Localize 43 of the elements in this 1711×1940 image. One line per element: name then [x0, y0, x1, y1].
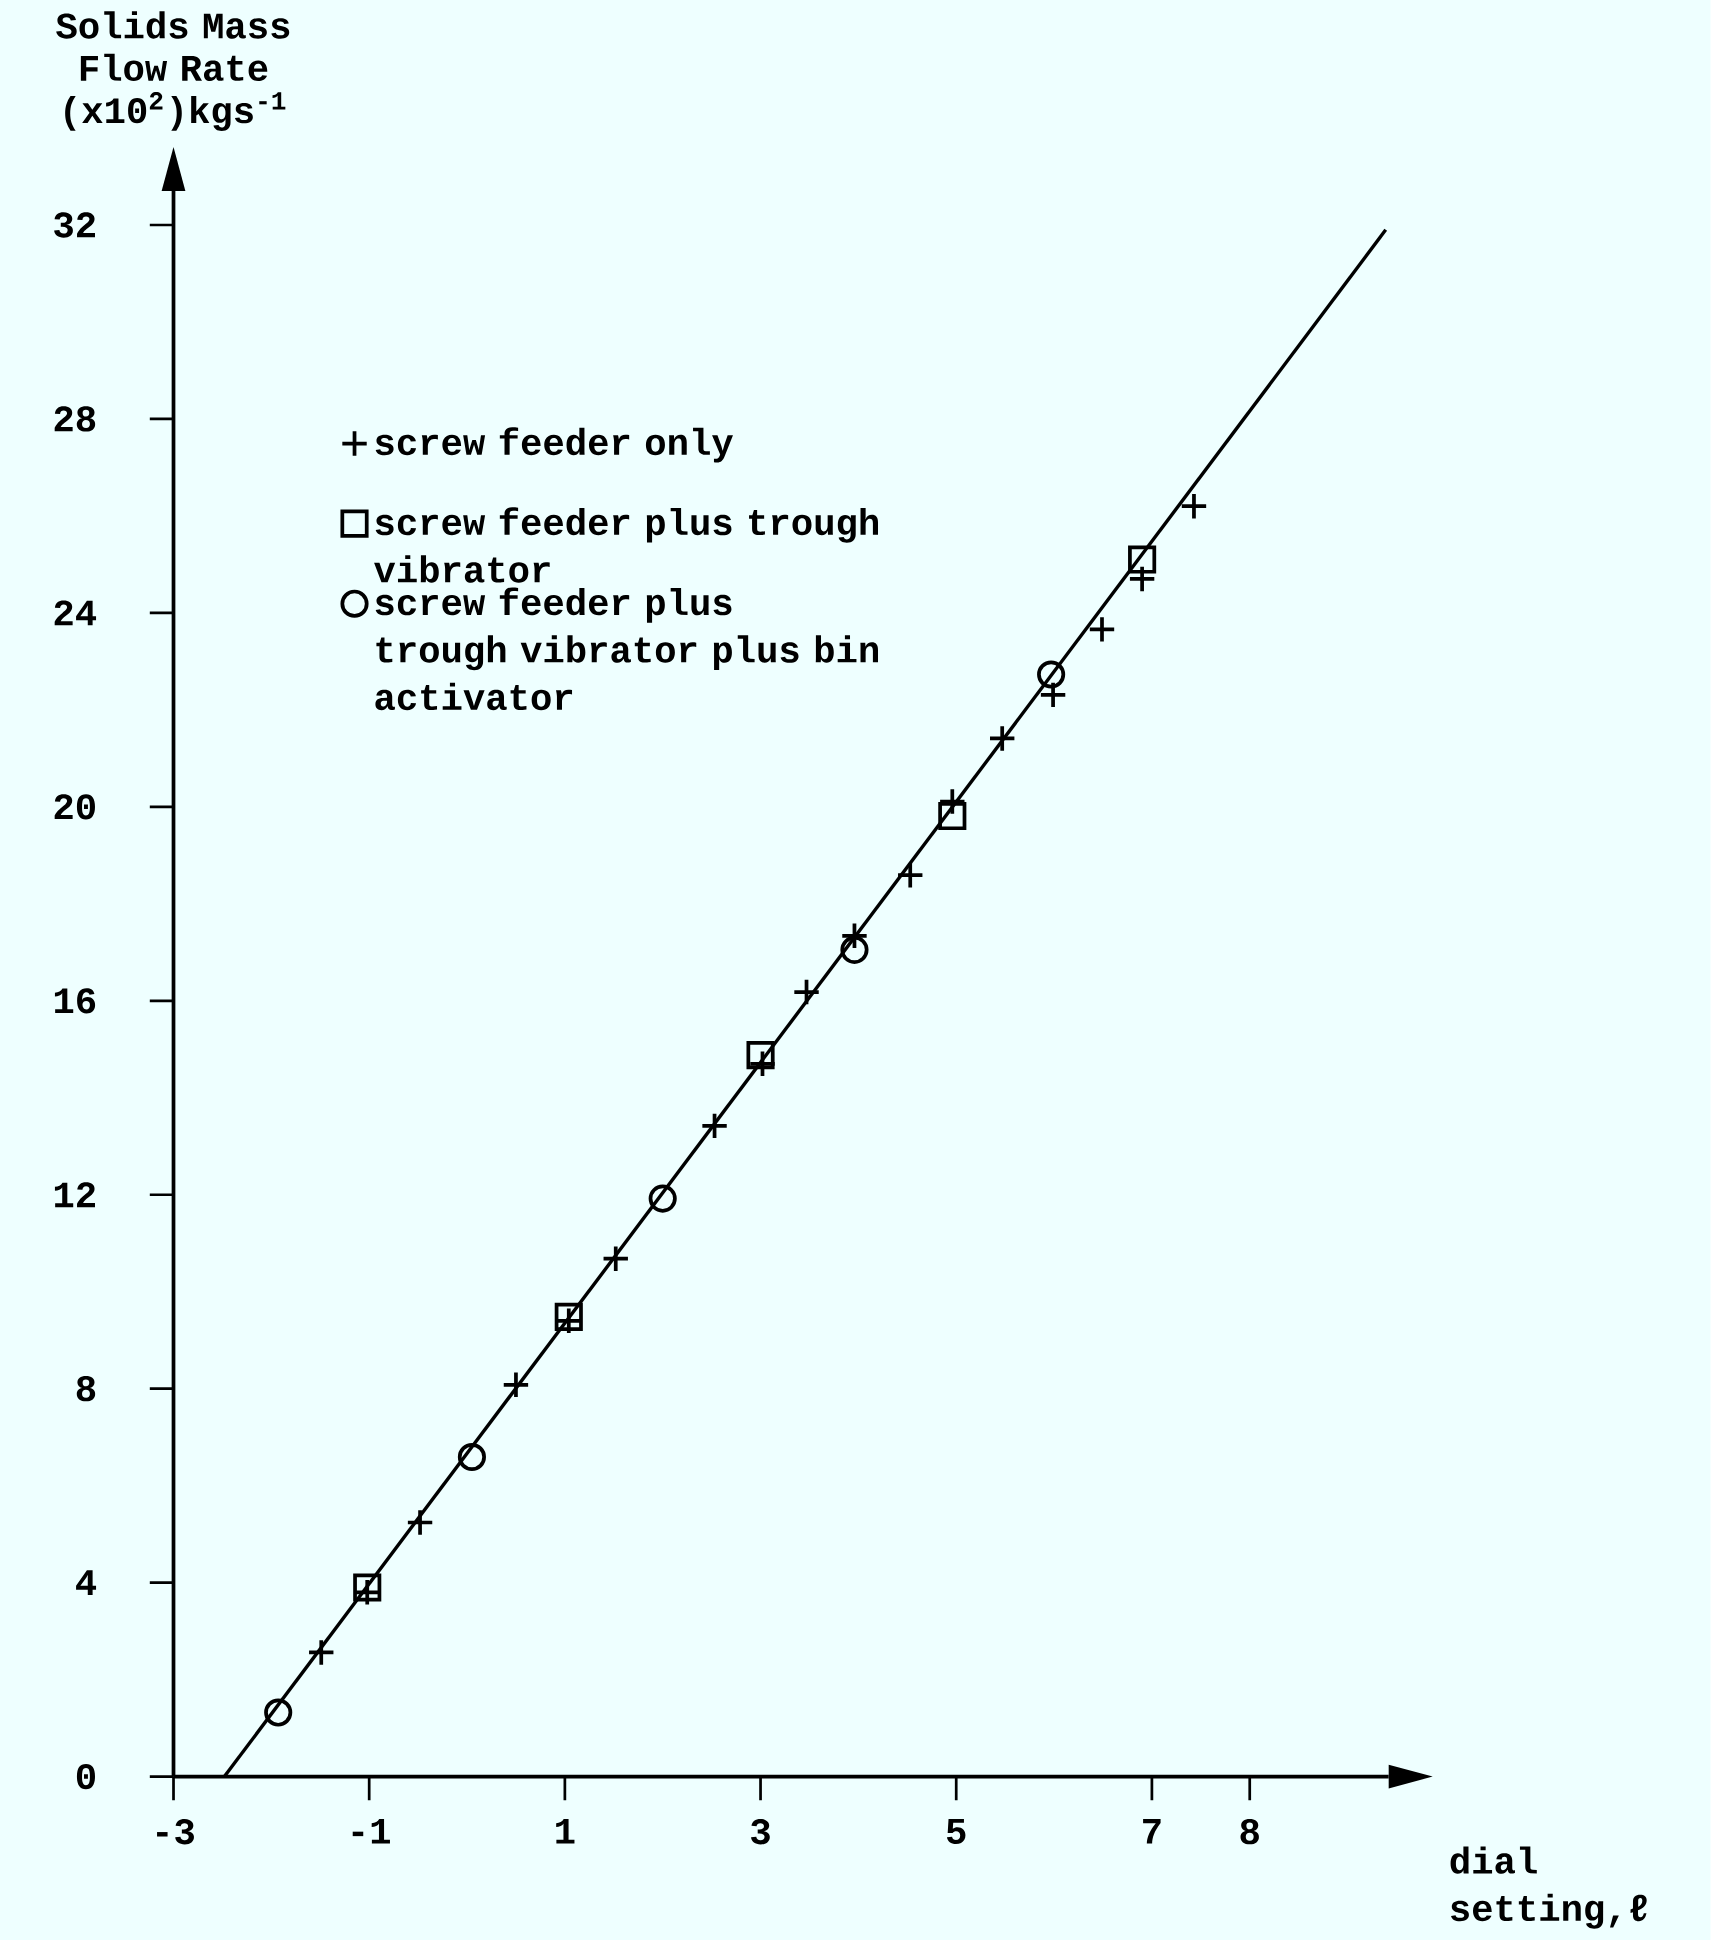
x-tick-label: 3: [751, 1819, 770, 1845]
point: [264, 1698, 293, 1727]
legend-label: screw feeder plus trough vibrator plus bin activator: [375, 587, 879, 711]
x-tick-label: 5: [947, 1819, 966, 1844]
point: [309, 1640, 334, 1665]
x-tick-label: -3: [157, 1819, 195, 1845]
point: [1037, 660, 1066, 689]
point: [554, 1302, 583, 1331]
x-axis-title: dial setting,ℓ: [1450, 1846, 1647, 1929]
y-tick-label: 20: [54, 794, 96, 820]
point: [458, 1442, 487, 1472]
point: [408, 1510, 433, 1535]
point: [353, 1573, 382, 1602]
y-tick-label: 0: [77, 1763, 96, 1790]
point: [1130, 566, 1155, 592]
point: [794, 979, 819, 1005]
y-tick-label: 16: [55, 988, 96, 1014]
legend-label: screw feeder plus trough vibrator: [374, 507, 879, 583]
x-tick-label: -1: [352, 1819, 391, 1844]
point: [503, 1372, 529, 1397]
point: [990, 726, 1015, 751]
point: [1041, 682, 1066, 708]
point: [1181, 494, 1207, 519]
y-tick-label: 4: [76, 1570, 97, 1595]
point: [702, 1113, 727, 1139]
point: [746, 1041, 775, 1070]
point: [648, 1184, 677, 1213]
point: [938, 801, 967, 831]
x-tick-label: 8: [1240, 1819, 1260, 1845]
y-tick-label: 8: [76, 1376, 96, 1402]
y-tick-label: 32: [54, 212, 96, 238]
y-axis-title: Solids Mass Flow Rate (x10$^{2}$)kgs$^{-1}$: [56, 11, 290, 131]
y-tick-label: 24: [54, 600, 97, 626]
x-tick-label: 1: [556, 1819, 575, 1844]
point: [603, 1246, 629, 1271]
point: [1089, 617, 1115, 642]
legend-label: screw feeder only: [375, 427, 734, 463]
point: [840, 935, 869, 964]
y-tick-label: 28: [54, 406, 96, 432]
point: [1128, 545, 1157, 574]
x-tick-label: 7: [1143, 1819, 1161, 1844]
y-tick-label: 12: [55, 1182, 96, 1208]
point: [898, 863, 923, 888]
